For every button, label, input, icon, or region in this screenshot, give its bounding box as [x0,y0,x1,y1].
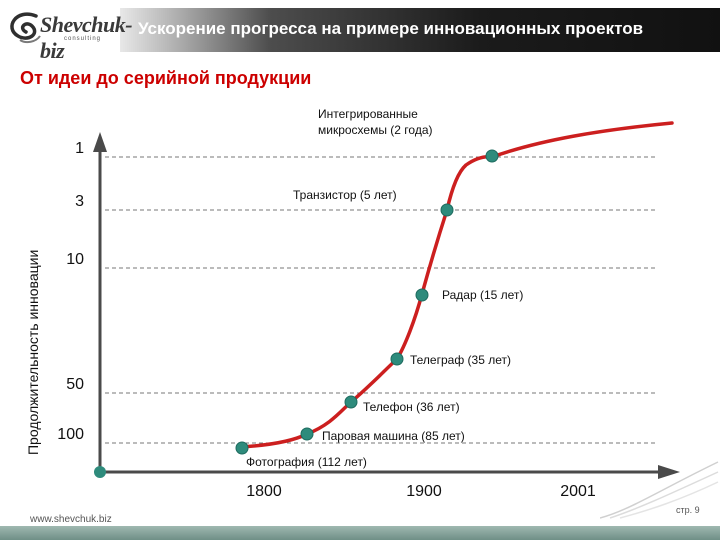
data-point-marker [390,352,404,366]
x-tick-labels: 1800 1900 2001 [246,483,596,500]
data-label: Радар (15 лет) [442,288,523,302]
page-title: Ускорение прогресса на примере инновацио… [138,19,644,38]
x-tick-label: 1900 [406,483,442,500]
data-points [235,149,499,455]
data-point-marker [235,441,249,455]
logo-subtext: consulting [64,36,102,42]
origin-marker [94,466,106,478]
y-tick-label: 1 [75,140,84,157]
x-tick-label: 2001 [560,483,596,500]
data-label: Транзистор (5 лет) [293,188,397,202]
x-tick-label: 1800 [246,483,282,500]
y-tick-label: 3 [75,193,84,210]
data-label: Паровая машина (85 лет) [322,429,465,443]
grid-lines [105,156,658,444]
data-point-marker [300,427,314,441]
slide-subtitle: От идеи до серийной продукции [20,68,312,88]
header: Ускорение прогресса на примере инновацио… [0,0,720,63]
data-labels: Фотография (112 лет) Паровая машина (85 л… [246,107,523,469]
data-label: Телефон (36 лет) [363,400,460,414]
x-axis-arrow [658,465,680,479]
data-point-marker [344,395,358,409]
data-label: Телеграф (35 лет) [410,353,511,367]
data-label: Интегрированные микросхемы (2 года) [318,107,433,137]
decorative-wave-icon [600,461,719,519]
page-number: стр. 9 [676,505,700,515]
website-url: www.shevchuk.biz [30,514,112,525]
y-tick-label: 10 [66,251,84,268]
data-point-marker [415,288,429,302]
y-tick-labels: 1 3 10 50 100 [57,140,84,443]
logo: Shevchuk-biz consulting [6,6,136,63]
title-bar [120,8,720,52]
data-point-marker [485,149,499,163]
logo-swirl-icon [10,12,41,44]
y-axis-arrow [93,132,107,152]
y-tick-label: 50 [66,376,84,393]
logo-text: Shevchuk-biz [40,12,133,63]
data-point-marker [440,203,454,217]
innovation-curve [238,121,674,449]
y-tick-label: 100 [57,426,84,443]
footer-bar [0,526,720,540]
data-label: Фотография (112 лет) [246,455,367,469]
